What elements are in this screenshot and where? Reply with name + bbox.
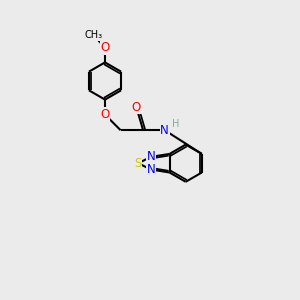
Text: O: O [100, 41, 109, 54]
Text: H: H [172, 118, 180, 129]
Text: N: N [147, 150, 155, 164]
Text: O: O [100, 108, 109, 121]
Text: S: S [134, 157, 142, 170]
Text: O: O [132, 101, 141, 114]
Text: CH₃: CH₃ [85, 30, 103, 40]
Text: N: N [160, 124, 169, 137]
Text: N: N [147, 163, 155, 176]
